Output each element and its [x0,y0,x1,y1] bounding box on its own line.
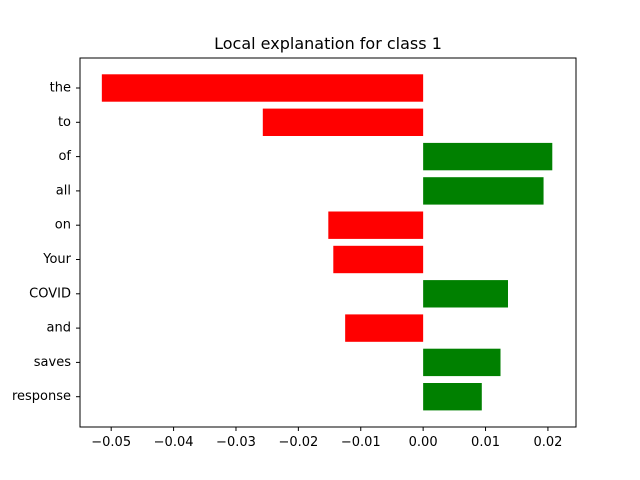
y-tick-label: of [58,149,71,164]
x-tick-label: −0.04 [154,435,194,450]
bar-the [101,74,424,102]
bar-saves [423,348,501,377]
y-axis-ticks: the to of all on Your COVID and saves response [12,81,80,404]
x-tick-label: −0.05 [91,435,131,450]
axes-frame [79,57,577,428]
x-tick-label: −0.03 [216,435,256,450]
bar-response [423,383,482,411]
y-tick-label: COVID [29,286,71,301]
x-tick-label: −0.01 [341,435,381,450]
y-tick-label: on [55,218,71,233]
bar-of [423,142,553,171]
bar-covid [423,280,508,308]
x-tick-label: −0.02 [278,435,318,450]
bar-to [262,108,424,136]
y-tick-label: saves [34,355,71,370]
bar-on [328,211,424,239]
bar-your [333,245,424,274]
y-tick-label: all [56,183,71,198]
y-tick-label: the [50,81,71,96]
x-tick-label: 0.00 [409,435,438,450]
x-tick-label: 0.01 [471,435,500,450]
x-axis-ticks: −0.05 −0.04 −0.03 −0.02 −0.01 0.00 0.01 0.02 [91,427,562,450]
bar-all [423,177,544,205]
y-tick-label: response [12,389,71,404]
bar-and [345,314,424,342]
x-tick-label: 0.02 [533,435,562,450]
chart-title: Local explanation for class 1 [214,34,442,53]
y-tick-label: and [47,321,71,336]
y-tick-label: to [58,115,71,130]
y-tick-label: Your [42,252,71,267]
bars-group [101,74,553,411]
